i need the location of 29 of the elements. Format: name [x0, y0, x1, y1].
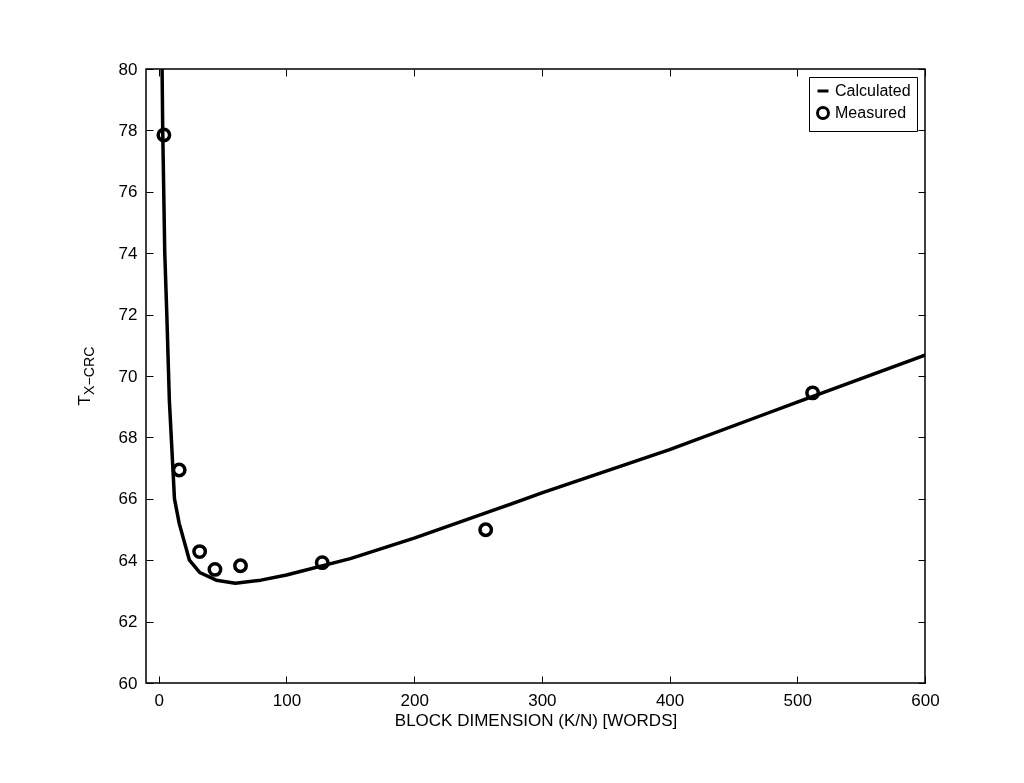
y-tick-label: 60 [118, 673, 138, 693]
y-tick-label: 68 [118, 427, 138, 447]
x-tick-label: 300 [528, 690, 557, 710]
x-tick-label: 200 [400, 690, 429, 710]
y-tick-label: 74 [118, 243, 138, 263]
y-tick-label: 66 [118, 489, 138, 509]
x-tick-label: 0 [154, 690, 164, 710]
x-axis-title: BLOCK DIMENSION (K/N) [WORDS] [394, 710, 678, 730]
x-tick-label: 100 [272, 690, 302, 710]
legend-label: Calculated [835, 82, 911, 99]
y-tick-label: 78 [118, 120, 138, 140]
x-tick-label: 400 [655, 690, 685, 710]
y-tick-label: 62 [118, 612, 138, 632]
legend-label: Measured [835, 104, 907, 121]
point [192, 544, 208, 560]
point [156, 127, 172, 143]
point [805, 385, 821, 401]
y-tick-label: 76 [118, 182, 138, 202]
y-tick-label: 70 [118, 366, 138, 386]
y-tick-label: 80 [118, 59, 138, 79]
point [233, 558, 248, 574]
point [171, 462, 187, 478]
y-tick-label: 64 [118, 550, 138, 570]
point [314, 555, 330, 571]
point [478, 522, 494, 538]
x-tick-label: 500 [783, 690, 812, 710]
point [207, 561, 223, 577]
x-tick-label: 600 [911, 690, 940, 710]
y-tick-label: 72 [118, 305, 138, 325]
